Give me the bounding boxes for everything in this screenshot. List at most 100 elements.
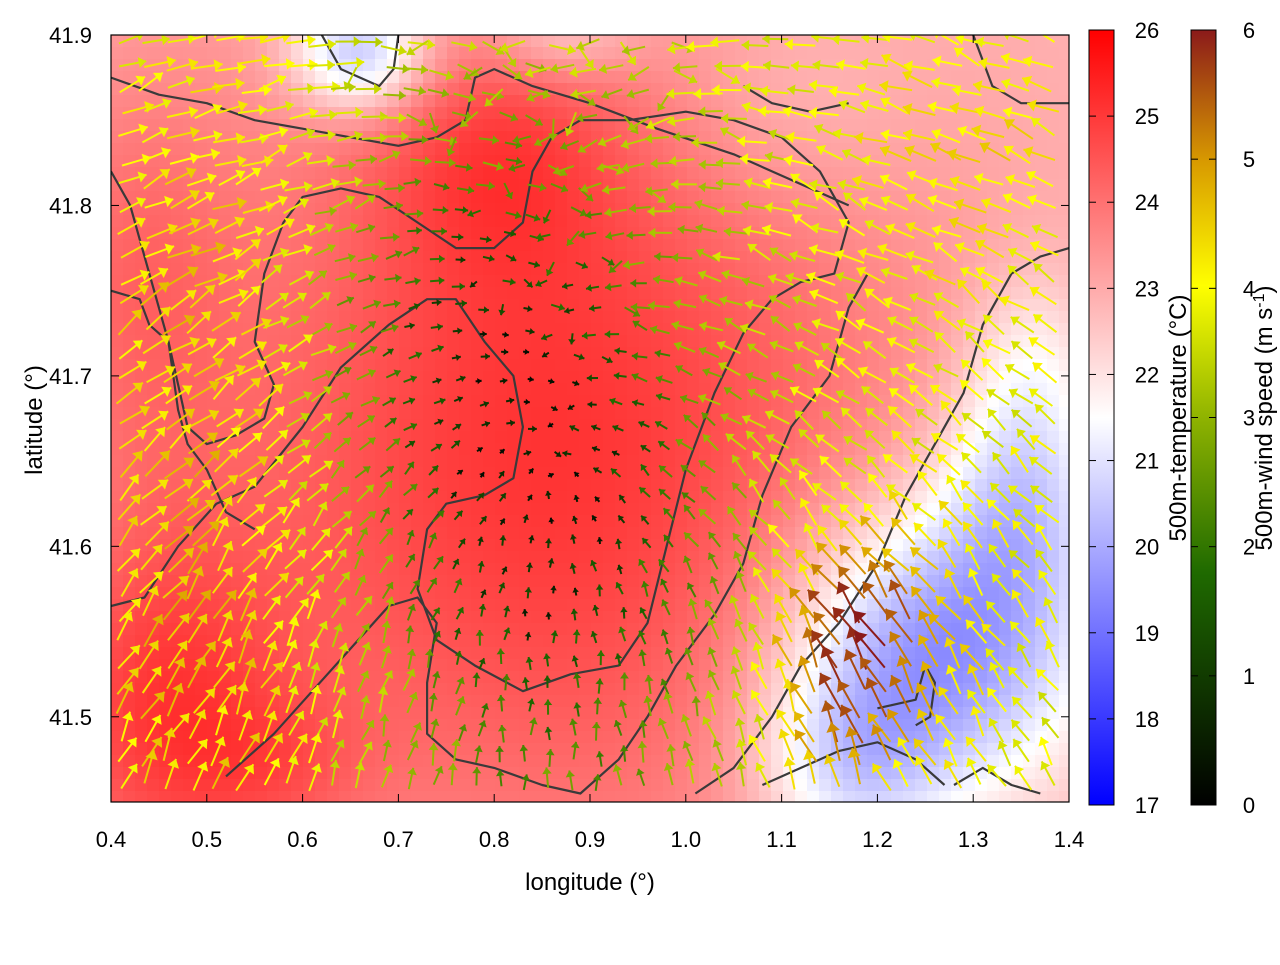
heatmap-cell <box>699 167 712 180</box>
heatmap-cell <box>651 527 664 540</box>
heatmap-cell <box>987 191 1000 204</box>
heatmap-cell <box>1047 587 1060 600</box>
heatmap-cell <box>447 263 460 276</box>
heatmap-cell <box>1035 107 1048 120</box>
heatmap-cell <box>411 263 424 276</box>
heatmap-cell <box>375 335 388 348</box>
heatmap-cell <box>603 551 616 564</box>
heatmap-cell <box>579 419 592 432</box>
heatmap-cell <box>543 191 556 204</box>
heatmap-cell <box>459 779 472 792</box>
heatmap-cell <box>315 71 328 84</box>
heatmap-cell <box>327 275 340 288</box>
heatmap-cell <box>135 695 148 708</box>
heatmap-cell <box>531 743 544 756</box>
heatmap-cell <box>303 719 316 732</box>
heatmap-cell <box>555 743 568 756</box>
heatmap-cell <box>423 779 436 792</box>
heatmap-cell <box>735 251 748 264</box>
heatmap-cell <box>375 239 388 252</box>
heatmap-cell <box>447 503 460 516</box>
heatmap-cell <box>267 779 280 792</box>
heatmap-cell <box>1059 599 1069 612</box>
heatmap-cell <box>1023 707 1036 720</box>
heatmap-cell <box>1023 299 1036 312</box>
heatmap-cell <box>351 515 364 528</box>
heatmap-cell <box>651 47 664 60</box>
heatmap-cell <box>579 683 592 696</box>
heatmap-cell <box>747 71 760 84</box>
heatmap-cell <box>447 779 460 792</box>
heatmap-cell <box>255 71 268 84</box>
heatmap-cell <box>303 95 316 108</box>
heatmap-cell <box>1011 527 1024 540</box>
heatmap-cell <box>111 107 124 120</box>
heatmap-cell <box>771 119 784 132</box>
heatmap-cell <box>1059 671 1069 684</box>
heatmap-cell <box>975 455 988 468</box>
heatmap-cell <box>183 599 196 612</box>
heatmap-cell <box>543 203 556 216</box>
heatmap-cell <box>147 455 160 468</box>
heatmap-cell <box>483 575 496 588</box>
heatmap-cell <box>471 407 484 420</box>
heatmap-cell <box>483 611 496 624</box>
heatmap-cell <box>423 239 436 252</box>
heatmap-cell <box>375 95 388 108</box>
heatmap-cell <box>675 539 688 552</box>
heatmap-cell <box>411 755 424 768</box>
heatmap-cell <box>567 635 580 648</box>
heatmap-cell <box>1059 299 1069 312</box>
heatmap-cell <box>1059 263 1069 276</box>
heatmap-cell <box>231 671 244 684</box>
heatmap-cell <box>1035 59 1048 72</box>
heatmap-cell <box>459 527 472 540</box>
heatmap-cell <box>135 611 148 624</box>
heatmap-cell <box>1047 623 1060 636</box>
heatmap-cell <box>255 767 268 780</box>
heatmap-cell <box>459 431 472 444</box>
heatmap-cell <box>591 191 604 204</box>
heatmap-cell <box>255 683 268 696</box>
heatmap-cell <box>735 143 748 156</box>
heatmap-cell <box>591 419 604 432</box>
heatmap-cell <box>435 659 448 672</box>
heatmap-cell <box>963 59 976 72</box>
heatmap-cell <box>975 503 988 516</box>
heatmap-cell <box>1059 695 1069 708</box>
heatmap-cell <box>579 647 592 660</box>
heatmap-cell <box>987 47 1000 60</box>
heatmap-cell <box>555 131 568 144</box>
heatmap-cell <box>759 119 772 132</box>
heatmap-cell <box>543 155 556 168</box>
heatmap-cell <box>651 659 664 672</box>
heatmap-cell <box>999 683 1012 696</box>
heatmap-cell <box>711 503 724 516</box>
heatmap-cell <box>987 167 1000 180</box>
heatmap-cell <box>111 119 124 132</box>
heatmap-cell <box>507 515 520 528</box>
heatmap-cell <box>435 527 448 540</box>
heatmap-cell <box>675 263 688 276</box>
heatmap-cell <box>723 191 736 204</box>
heatmap-cell <box>375 731 388 744</box>
heatmap-cell <box>111 299 124 312</box>
heatmap-cell <box>615 71 628 84</box>
heatmap-cell <box>1047 695 1060 708</box>
heatmap-cell <box>591 131 604 144</box>
heatmap-cell <box>687 335 700 348</box>
heatmap-cell <box>903 767 916 780</box>
heatmap-cell <box>603 419 616 432</box>
heatmap-cell <box>591 335 604 348</box>
heatmap-cell <box>723 47 736 60</box>
heatmap-cell <box>879 623 892 636</box>
heatmap-cell <box>675 563 688 576</box>
heatmap-cell <box>351 299 364 312</box>
heatmap-cell <box>351 743 364 756</box>
heatmap-cell <box>627 95 640 108</box>
heatmap-cell <box>591 323 604 336</box>
heatmap-cell <box>531 503 544 516</box>
heatmap-cell <box>591 119 604 132</box>
heatmap-cell <box>483 263 496 276</box>
heatmap-cell <box>435 323 448 336</box>
